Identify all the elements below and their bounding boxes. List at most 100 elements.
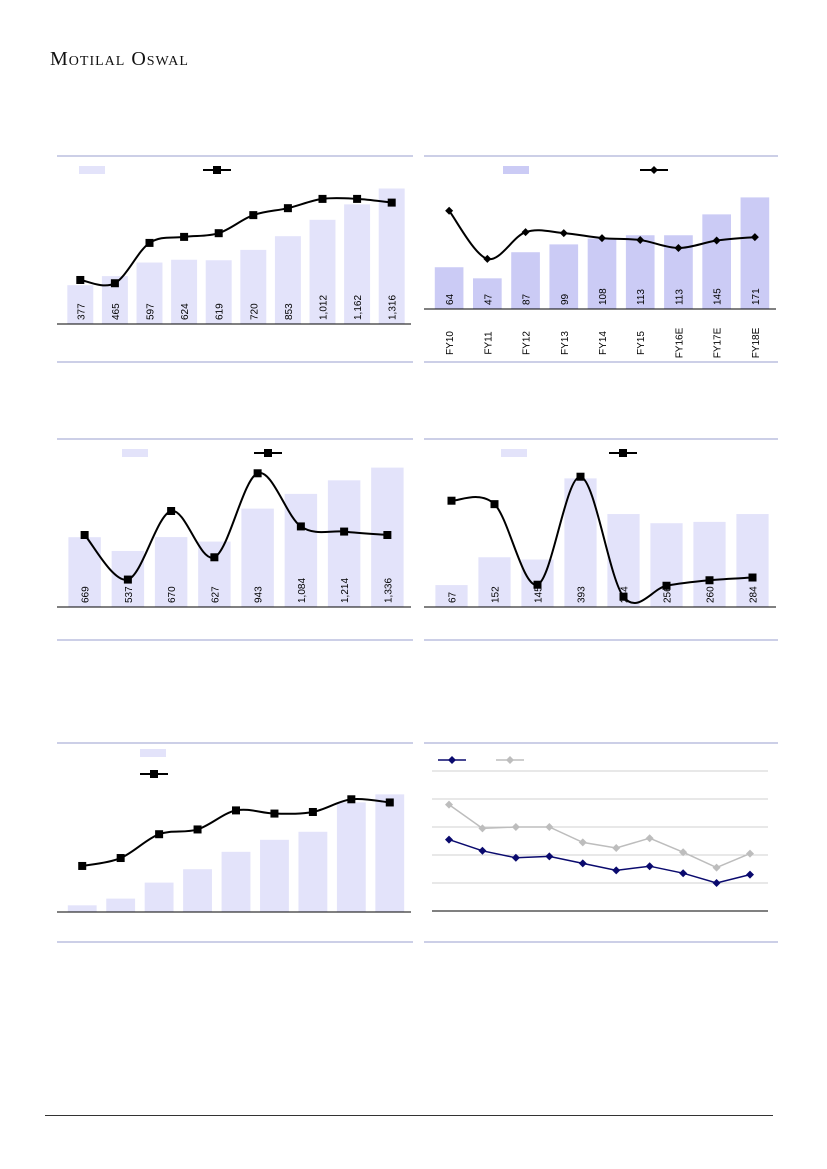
- chart-pat: 67152145393284256260284: [424, 438, 778, 641]
- series-line: [448, 803, 751, 869]
- line-marker: [506, 756, 514, 764]
- line-marker: [746, 870, 754, 879]
- bar: [205, 260, 232, 324]
- bar: [344, 204, 371, 324]
- line-marker: [253, 469, 262, 478]
- data-label: 113: [674, 289, 685, 305]
- data-label: 624: [180, 303, 191, 320]
- line-marker: [80, 531, 89, 539]
- data-label: 393: [577, 586, 588, 603]
- data-label: 260: [706, 586, 717, 603]
- line-marker: [748, 573, 757, 582]
- bar: [183, 869, 212, 912]
- category-label: FY12: [522, 331, 533, 355]
- series-line: [80, 197, 392, 287]
- bar: [511, 252, 540, 309]
- data-label: 1,316: [388, 295, 399, 320]
- line-marker: [210, 553, 219, 562]
- bar: [693, 521, 726, 607]
- bar: [564, 478, 597, 607]
- legend-swatch-bar: [122, 449, 148, 457]
- line-marker: [619, 449, 627, 457]
- line-marker: [387, 198, 396, 207]
- line-marker: [612, 866, 621, 875]
- bar: [607, 514, 640, 607]
- data-label: 47: [483, 293, 494, 305]
- category-label: FY15: [636, 331, 647, 355]
- line-marker: [612, 844, 621, 852]
- bar: [221, 851, 251, 912]
- line-marker: [264, 449, 272, 457]
- bar: [240, 249, 267, 324]
- bar: [549, 244, 579, 309]
- bar: [136, 262, 163, 324]
- data-label: 627: [210, 586, 221, 603]
- data-label: 108: [598, 288, 609, 305]
- legend-swatch-bar: [79, 166, 105, 174]
- line-marker: [145, 238, 154, 247]
- bar: [702, 214, 731, 309]
- category-label: FY16E: [674, 327, 685, 358]
- chart-ratios: [424, 742, 778, 943]
- line-marker: [318, 194, 327, 203]
- line-marker: [511, 853, 520, 862]
- bar: [298, 831, 328, 912]
- legend-swatch-bar: [503, 166, 529, 174]
- data-label: 943: [254, 586, 265, 603]
- category-label: FY11: [483, 331, 494, 355]
- data-label: 87: [522, 293, 533, 305]
- line-marker: [679, 869, 688, 878]
- line-marker: [110, 279, 119, 288]
- data-label: 1,012: [319, 295, 330, 320]
- data-label: 67: [448, 591, 459, 603]
- line-marker: [383, 531, 392, 539]
- bar: [260, 839, 289, 912]
- bar: [740, 197, 770, 309]
- data-label: 465: [111, 303, 122, 320]
- bar: [171, 259, 198, 324]
- data-label: 853: [284, 303, 295, 320]
- line-marker: [76, 275, 85, 284]
- chart-margin: 64 47 87 99 108 113 113 145 171 FY10 FY11 FY12 FY13 F…: [424, 155, 778, 363]
- legend-swatch-bar: [501, 449, 527, 457]
- line-marker: [746, 849, 754, 858]
- data-label: 537: [124, 586, 135, 603]
- line-marker: [340, 527, 349, 536]
- data-label: 152: [491, 586, 502, 603]
- data-label: 1,084: [297, 578, 308, 603]
- line-marker: [650, 166, 658, 174]
- bar: [473, 278, 502, 309]
- chart-ebitda: 669 537 670 627 943 1,084 1,214 1,336: [57, 438, 413, 641]
- line-marker: [213, 166, 221, 174]
- category-label: FY18E: [751, 327, 762, 358]
- line-marker: [712, 863, 721, 872]
- line-marker: [180, 232, 189, 241]
- data-label: 145: [713, 288, 724, 305]
- chart-revenue: 377 465 597 624 619 720 853 1,012 1,162 1,316: [57, 155, 413, 363]
- line-marker: [249, 211, 258, 220]
- data-label: 669: [81, 586, 92, 603]
- line-marker: [679, 848, 688, 857]
- series-line: [451, 475, 753, 604]
- bar: [144, 882, 174, 912]
- series-line: [448, 838, 751, 884]
- category-label: FY13: [560, 331, 571, 355]
- bar: [434, 267, 464, 309]
- bar: [67, 905, 97, 912]
- data-label: 377: [76, 303, 87, 320]
- data-label: 1,336: [383, 578, 394, 603]
- line-marker: [533, 580, 542, 589]
- line-marker: [576, 472, 585, 481]
- line-marker: [445, 206, 454, 215]
- line-marker: [662, 581, 671, 590]
- line-marker: [478, 824, 487, 833]
- line-marker: [308, 807, 317, 816]
- line-marker: [116, 854, 125, 863]
- bar: [327, 480, 361, 607]
- line-marker: [167, 507, 176, 515]
- data-label: 720: [249, 303, 260, 320]
- line-marker: [150, 770, 158, 778]
- line-marker: [483, 254, 492, 263]
- line-marker: [598, 234, 606, 243]
- data-label: 1,162: [353, 295, 364, 320]
